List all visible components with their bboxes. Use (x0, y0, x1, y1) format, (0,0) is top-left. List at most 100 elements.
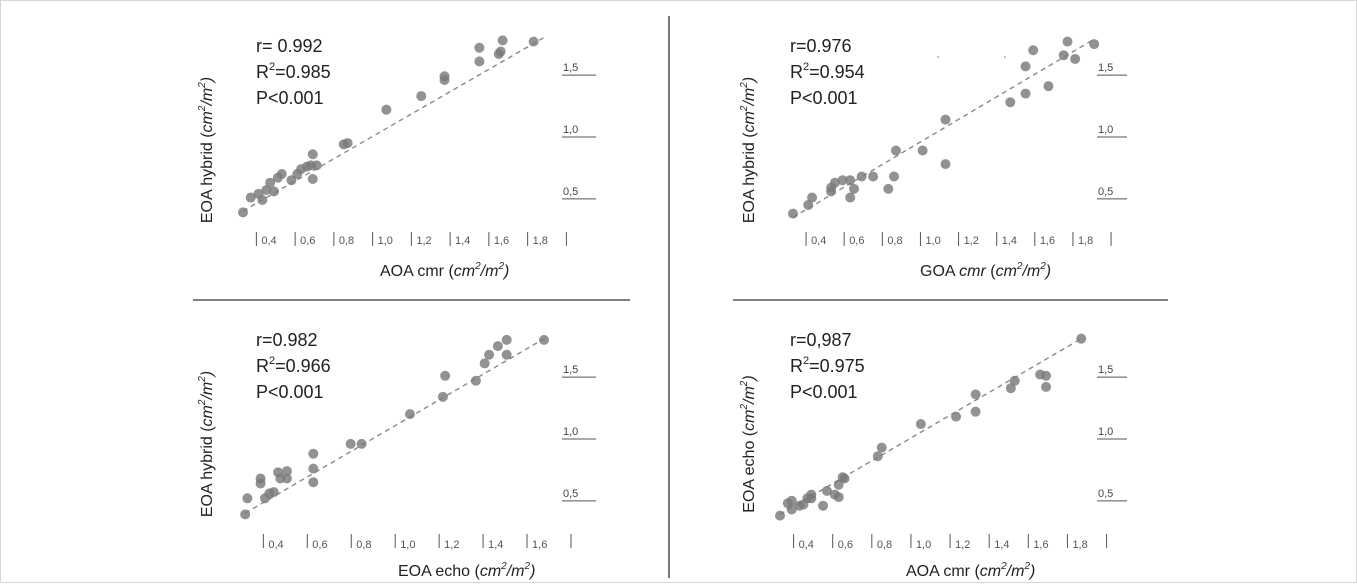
data-point (786, 495, 797, 506)
data-point (281, 473, 292, 484)
stat-r-squared: R2=0.966 (256, 355, 331, 376)
data-point (440, 370, 451, 381)
data-point (257, 195, 268, 206)
data-point (788, 208, 798, 219)
stat-r: r=0.982 (256, 330, 318, 350)
data-point (497, 35, 508, 46)
data-point (970, 389, 981, 400)
x-tick-label: 1,6 (494, 235, 509, 247)
data-point (238, 207, 248, 218)
x-tick-label: 1,0 (400, 539, 415, 551)
data-point (240, 509, 251, 520)
data-point (528, 36, 539, 47)
y-tick-label: 1,0 (1098, 124, 1113, 136)
data-point (1041, 381, 1052, 392)
data-point (345, 438, 356, 449)
stat-r-squared: R2=0.975 (790, 355, 865, 376)
x-tick-label: 0,8 (887, 235, 902, 247)
x-axis-label: AOA cmr (cm2/m2) (906, 561, 1035, 580)
data-point (261, 185, 272, 196)
data-point (833, 492, 844, 503)
trend-line (244, 336, 547, 514)
x-tick-label: 1,8 (533, 235, 548, 247)
data-point (845, 192, 856, 203)
data-point (492, 341, 503, 352)
data-point (255, 473, 266, 484)
stat-p-value: P<0.001 (256, 88, 324, 108)
data-point (1005, 97, 1016, 108)
data-point (1009, 375, 1020, 386)
data-point (484, 349, 495, 360)
data-point (495, 46, 506, 57)
data-point (307, 149, 318, 160)
x-tick-label: 0,4 (268, 539, 283, 551)
data-point (1005, 383, 1016, 394)
x-tick-label: 1,0 (925, 235, 940, 247)
data-point (1058, 50, 1069, 61)
data-point (416, 91, 427, 102)
y-tick-label: 1,0 (563, 426, 578, 438)
data-point (439, 71, 450, 82)
x-tick-label: 0,6 (838, 539, 853, 551)
y-tick-label: 0,5 (563, 488, 578, 500)
x-tick-label: 0,4 (799, 539, 814, 551)
x-tick-label: 0,8 (356, 539, 371, 551)
data-point (821, 485, 832, 496)
data-point (856, 171, 867, 182)
x-tick-label: 1,4 (455, 235, 470, 247)
data-point (845, 175, 856, 186)
data-point (474, 42, 485, 53)
data-point (470, 375, 481, 386)
stat-r: r=0,987 (790, 330, 852, 350)
data-point (951, 411, 962, 422)
data-point (1076, 333, 1087, 344)
data-point (1062, 36, 1073, 47)
data-point (786, 504, 797, 515)
data-point (883, 183, 894, 194)
data-point (501, 349, 512, 360)
x-tick-label: 1,2 (955, 539, 970, 551)
data-point (308, 448, 319, 459)
data-point (276, 169, 287, 180)
data-point (818, 500, 829, 511)
data-point (265, 177, 276, 188)
data-point (1070, 53, 1081, 64)
data-point (1043, 81, 1054, 92)
x-tick-label: 1,0 (916, 539, 931, 551)
x-tick-label: 0,6 (849, 235, 864, 247)
data-point (970, 406, 981, 417)
data-point (876, 442, 887, 453)
data-point (501, 334, 512, 345)
data-point (307, 173, 318, 184)
data-point (839, 473, 850, 484)
data-point (479, 358, 490, 369)
data-point (775, 510, 785, 521)
scatter-panel-3: r=0.982 R2=0.966 P<0.001 0,4 0,6 0,8 1,0 1,2 1,4… (197, 330, 596, 580)
data-point (917, 145, 928, 156)
data-point (245, 192, 256, 203)
trend-line (792, 38, 1095, 218)
scatter-panel-2: r=0.976 R2=0.954 P<0.001 0,4 0,6 0,8 1,0 1,2 1,4… (739, 36, 1127, 280)
x-tick-label: 1,0 (378, 235, 393, 247)
data-point (807, 192, 818, 203)
y-tick-label: 1,5 (563, 62, 578, 74)
data-point (356, 438, 367, 449)
data-point (269, 186, 279, 197)
data-point (474, 56, 485, 67)
stat-p-value: P<0.001 (256, 382, 324, 402)
data-point (404, 409, 415, 420)
y-tick-label: 0,5 (1098, 186, 1113, 198)
data-point (311, 160, 322, 171)
data-point (308, 477, 319, 488)
data-point (803, 199, 814, 210)
stat-r-squared: R2=0.985 (256, 61, 331, 82)
stat-p-value: P<0.001 (790, 88, 858, 108)
x-tick-label: 1,6 (1033, 539, 1048, 551)
x-tick-label: 1,2 (416, 235, 431, 247)
trend-line (779, 338, 1082, 515)
y-tick-label: 1,0 (1098, 426, 1113, 438)
stat-r: r=0.976 (790, 36, 852, 56)
data-point (1020, 61, 1031, 72)
data-point (837, 175, 848, 186)
x-axis-label: GOA cmr (cm2/m2) (920, 261, 1051, 280)
